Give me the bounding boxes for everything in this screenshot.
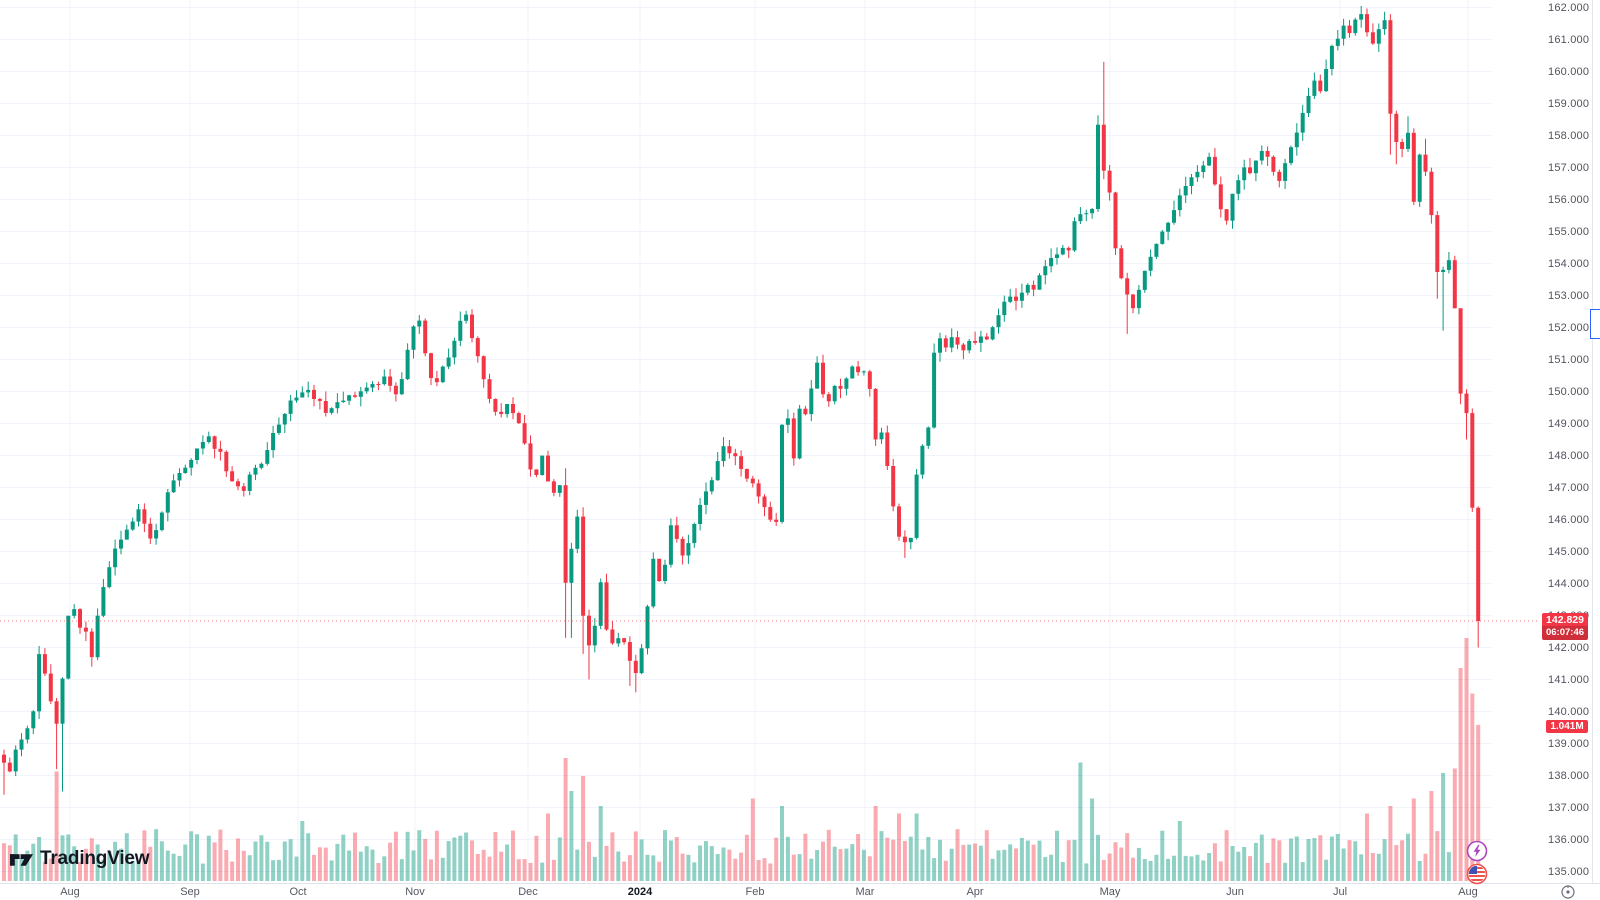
bar-countdown: 06:07:46: [1542, 626, 1588, 640]
time-tick-label: Jul: [1332, 886, 1348, 898]
timezone-settings-icon[interactable]: [1560, 884, 1576, 900]
time-tick-label: Sep: [180, 886, 200, 898]
price-tick-label: 158.000: [1548, 129, 1590, 142]
volume-layer: [2, 638, 1481, 881]
grid-layer: [0, 0, 1492, 881]
time-tick-label: Nov: [405, 886, 425, 898]
price-tick-label: 145.000: [1548, 545, 1590, 558]
price-tick-label: 136.000: [1548, 833, 1590, 846]
time-tick-label: Aug: [60, 886, 80, 898]
time-tick-label: Feb: [745, 886, 765, 898]
last-price-badge[interactable]: 142.829 06:07:46: [1542, 613, 1588, 640]
price-tick-label: 142.000: [1548, 641, 1590, 654]
economic-event-lightning-icon[interactable]: [1466, 840, 1488, 862]
time-tick-label: May: [1099, 886, 1121, 898]
tradingview-logo-icon: [10, 854, 33, 866]
us-flag-event-icon[interactable]: [1466, 863, 1488, 885]
price-tick-label: 146.000: [1548, 513, 1590, 526]
volume-badge: 1.041M: [1546, 720, 1588, 733]
right-edge-widget[interactable]: [1590, 309, 1600, 339]
price-tick-label: 144.000: [1548, 577, 1590, 590]
price-axis-border: [1592, 0, 1593, 883]
price-tick-label: 151.000: [1548, 353, 1590, 366]
time-tick-label: Jun: [1226, 886, 1244, 898]
tradingview-logo-text: TradingView: [40, 848, 150, 869]
price-tick-label: 150.000: [1548, 385, 1590, 398]
time-tick-label: Aug: [1458, 886, 1478, 898]
price-tick-label: 141.000: [1548, 673, 1590, 686]
price-tick-label: 155.000: [1548, 225, 1590, 238]
tradingview-logo[interactable]: TradingView: [10, 848, 150, 870]
price-tick-label: 162.000: [1548, 1, 1590, 14]
price-tick-label: 159.000: [1548, 97, 1590, 110]
time-tick-label: Oct: [289, 886, 307, 898]
price-tick-label: 154.000: [1548, 257, 1590, 270]
price-tick-label: 149.000: [1548, 417, 1590, 430]
price-tick-label: 138.000: [1548, 769, 1590, 782]
price-tick-label: 135.000: [1548, 865, 1590, 878]
price-tick-label: 152.000: [1548, 321, 1590, 334]
price-tick-label: 156.000: [1548, 193, 1590, 206]
price-tick-label: 140.000: [1548, 705, 1590, 718]
price-tick-label: 139.000: [1548, 737, 1590, 750]
price-tick-label: 160.000: [1548, 65, 1590, 78]
last-price-value: 142.829: [1546, 614, 1584, 626]
price-tick-label: 161.000: [1548, 33, 1590, 46]
price-tick-label: 148.000: [1548, 449, 1590, 462]
time-tick-label: Apr: [966, 886, 984, 898]
time-tick-label: Dec: [518, 886, 538, 898]
price-tick-label: 147.000: [1548, 481, 1590, 494]
candles-layer: [2, 5, 1481, 795]
price-tick-label: 153.000: [1548, 289, 1590, 302]
time-tick-label: Mar: [855, 886, 875, 898]
price-tick-label: 137.000: [1548, 801, 1590, 814]
time-axis-border: [0, 883, 1600, 884]
time-tick-label: 2024: [627, 886, 653, 898]
price-tick-label: 157.000: [1548, 161, 1590, 174]
